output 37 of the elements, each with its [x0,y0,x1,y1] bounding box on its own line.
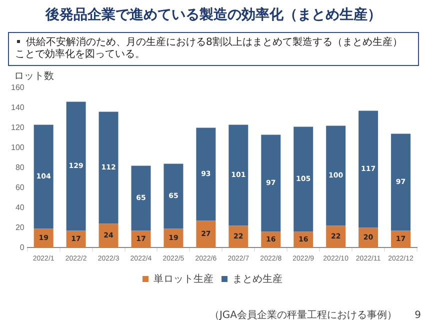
bar [261,134,281,232]
bar [358,228,378,248]
y-tick-label: 60 [15,182,25,192]
bar [358,110,378,228]
bar [131,166,151,231]
chart-subtitle: 供給不安解消のため、月の生産における8割以上はまとめて製造する（まとめ生産）ことで効率化を図っている。 [8,32,419,66]
bar [164,228,184,248]
bar [391,230,411,248]
chart-title: 後発品企業で進めている製造の効率化（まとめ生産） [44,6,382,25]
bar [228,124,248,226]
text: （JGA会員企業の秤量工程における事例） [209,309,397,320]
bar [228,226,248,248]
y-tick-label: 0 [20,242,25,252]
y-tick-label: 80 [15,162,25,172]
bar [66,230,86,248]
y-tick-label: 100 [10,142,25,152]
y-tick-label: 20 [15,222,25,232]
bar [326,226,346,248]
bar [164,164,184,229]
bar [66,102,86,231]
legend-label: 単ロット生産 [154,272,214,285]
bar [34,124,54,229]
bar [196,220,216,248]
y-tick-label: 120 [10,122,25,132]
text: 9 [414,309,421,320]
y-tick-label: 40 [15,202,25,212]
bar [391,134,411,231]
bar [196,128,216,221]
bar [98,112,118,224]
y-tick-label: 160 [10,83,25,92]
bar [34,228,54,248]
legend-label: まとめ生産 [232,272,282,285]
y-axis-title: ロット数 [14,70,54,83]
y-tick-label: 140 [10,102,25,112]
bar [294,126,314,232]
bar [98,224,118,248]
bar [326,126,346,226]
